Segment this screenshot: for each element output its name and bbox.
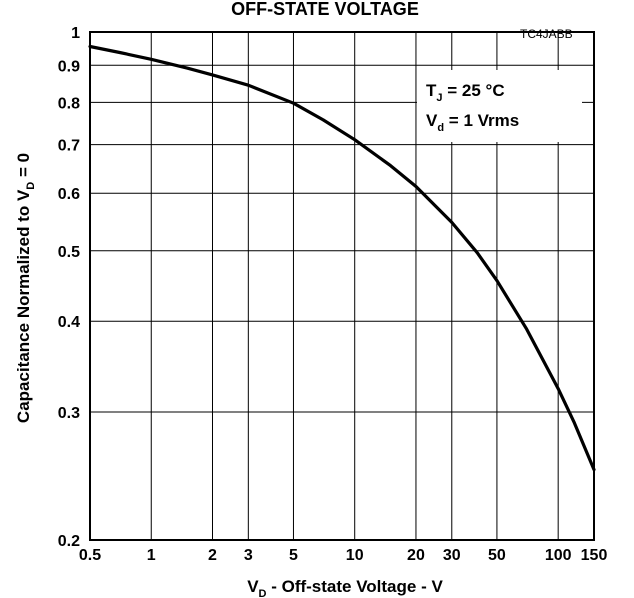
annotation-drive-voltage: Vd = 1 Vrms <box>426 111 519 134</box>
y-tick-label: 0.7 <box>58 138 80 155</box>
x-tick-label: 20 <box>407 547 425 564</box>
y-tick-label: 0.2 <box>58 533 80 550</box>
x-tick-label: 30 <box>443 547 461 564</box>
figure-code: TC4JABB <box>520 27 573 41</box>
y-tick-label: 0.8 <box>58 95 80 112</box>
x-tick-labels: 0.5 1 2 3 5 10 20 30 50 100 150 <box>79 547 608 564</box>
y-tick-label: 0.4 <box>58 314 80 331</box>
annotation-temperature: TJ = 25 °C <box>426 81 505 104</box>
x-tick-label: 3 <box>244 547 253 564</box>
x-tick-label: 5 <box>289 547 298 564</box>
x-tick-label: 1 <box>147 547 156 564</box>
x-tick-label: 10 <box>346 547 364 564</box>
y-tick-label: 1 <box>71 25 80 42</box>
y-tick-label: 0.3 <box>58 405 80 422</box>
x-tick-label: 150 <box>581 547 608 564</box>
data-series <box>88 44 596 472</box>
chart-title: OFF-STATE VOLTAGE <box>231 0 419 19</box>
y-axis-label: Capacitance Normalized to VD = 0 <box>14 153 37 423</box>
annotation-box <box>417 70 582 142</box>
x-tick-label: 50 <box>488 547 506 564</box>
plot-frame <box>89 31 595 541</box>
y-tick-labels: 0.2 0.3 0.4 0.5 0.6 0.7 0.8 0.9 1 <box>58 25 80 550</box>
x-axis-label: VD - Off-state Voltage - V <box>247 577 443 598</box>
y-tick-label: 0.9 <box>58 58 80 75</box>
capacitance-curve <box>88 44 596 472</box>
x-tick-label: 0.5 <box>79 547 101 564</box>
y-tick-label: 0.5 <box>58 244 80 261</box>
x-tick-label: 100 <box>545 547 572 564</box>
y-tick-label: 0.6 <box>58 186 80 203</box>
x-tick-label: 2 <box>208 547 217 564</box>
